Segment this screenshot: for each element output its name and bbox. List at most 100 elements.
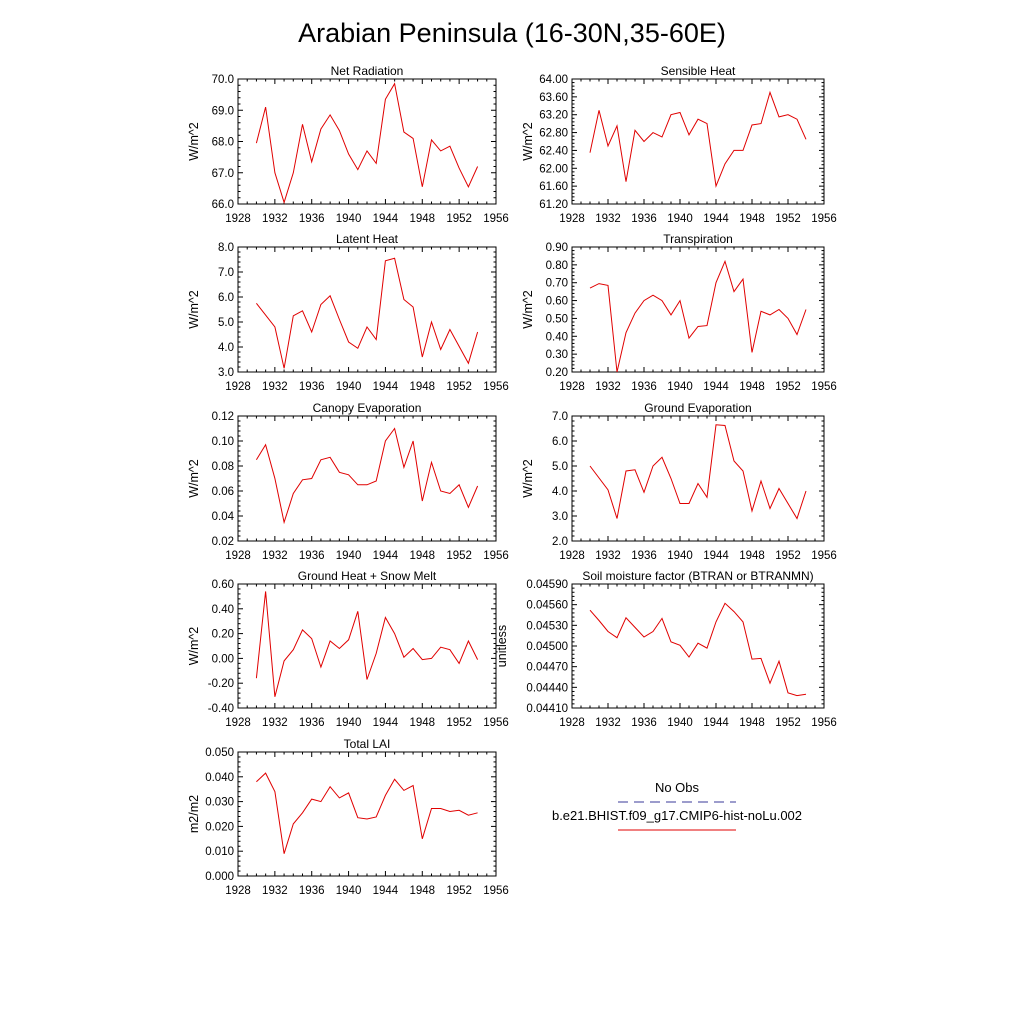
y-tick-label: 63.20 [539,110,568,122]
y-tick-label: 6.0 [218,292,234,304]
series-line [589,259,807,373]
panel-title: Soil moisture factor (BTRAN or BTRANMN) [582,569,813,583]
y-tick-label: 4.0 [552,486,568,498]
y-tick-label: 0.08 [212,461,234,473]
x-tick-label: 1952 [775,717,801,729]
series-line [255,591,479,697]
x-tick-label: 1952 [446,717,472,729]
legend-model-label: b.e21.BHIST.f09_g17.CMIP6-hist-noLu.002 [552,808,802,823]
x-tick-label: 1936 [299,213,325,225]
y-tick-label: 0.02 [212,536,234,548]
series-line [589,602,807,697]
y-tick-label: 0.010 [205,846,234,858]
y-tick-label: 0.00 [212,653,234,665]
x-tick-label: 1936 [631,550,657,562]
x-tick-label: 1928 [225,550,251,562]
y-tick-label: 8.0 [218,242,234,254]
x-tick-label: 1936 [299,381,325,393]
panel-title: Ground Heat + Snow Melt [298,569,437,583]
y-tick-label: 3.0 [218,367,234,379]
y-tick-label: 66.0 [212,199,234,211]
x-tick-label: 1952 [775,381,801,393]
x-tick-label: 1936 [299,550,325,562]
plot-frame [237,78,497,205]
series-line [589,424,807,520]
y-tick-label: 0.90 [546,242,568,254]
x-tick-label: 1952 [775,550,801,562]
x-tick-label: 1944 [373,885,399,897]
y-tick-label: 0.04440 [526,682,568,694]
plot-frame [237,415,497,542]
x-tick-label: 1948 [739,381,765,393]
series-line [255,427,479,525]
panel-title: Latent Heat [336,232,399,246]
x-tick-label: 1940 [667,381,693,393]
y-tick-label: 62.40 [539,145,568,157]
x-tick-label: 1952 [446,885,472,897]
x-tick-label: 1956 [483,885,509,897]
x-tick-label: 1948 [739,550,765,562]
y-tick-label: 7.0 [218,267,234,279]
y-tick-label: 0.04470 [526,662,568,674]
x-tick-label: 1940 [336,550,362,562]
y-tick-label: 0.20 [546,367,568,379]
y-tick-label: 0.04590 [526,579,568,591]
x-tick-label: 1928 [559,550,585,562]
x-tick-label: 1936 [631,717,657,729]
x-tick-label: 1944 [373,717,399,729]
panel-title: Sensible Heat [661,64,736,78]
series-line [256,257,479,369]
y-tick-label: 0.04530 [526,620,568,632]
x-tick-label: 1932 [595,381,621,393]
x-tick-label: 1928 [559,213,585,225]
x-tick-label: 1940 [667,550,693,562]
x-tick-label: 1944 [703,381,729,393]
x-tick-label: 1944 [373,550,399,562]
x-tick-label: 1940 [667,213,693,225]
x-tick-label: 1956 [811,213,837,225]
y-tick-label: 0.000 [205,871,234,883]
panel-7: Soil moisture factor (BTRAN or BTRANMN) 1… [495,569,837,729]
x-tick-label: 1944 [703,550,729,562]
panel-title: Canopy Evaporation [313,401,422,415]
x-tick-label: 1948 [739,717,765,729]
x-tick-label: 1940 [336,213,362,225]
y-axis-label: W/m^2 [187,122,201,161]
y-tick-label: 68.0 [212,137,234,149]
y-tick-label: 7.0 [552,411,568,423]
y-tick-label: 0.20 [212,629,234,641]
y-tick-label: 0.040 [205,772,234,784]
x-tick-label: 1936 [631,381,657,393]
panel-8: Total LAI 1928 1932 1936 1940 1944 1948 1952 195… [187,737,509,897]
x-tick-label: 1956 [811,717,837,729]
x-tick-label: 1956 [483,213,509,225]
x-tick-label: 1952 [446,381,472,393]
x-tick-label: 1956 [811,381,837,393]
x-tick-label: 1936 [299,717,325,729]
y-tick-label: 0.020 [205,821,234,833]
x-tick-label: 1940 [336,717,362,729]
figure-title: Arabian Peninsula (16-30N,35-60E) [298,18,726,48]
y-tick-label: 61.20 [539,199,568,211]
x-tick-label: 1928 [559,717,585,729]
y-tick-label: 64.00 [539,74,568,86]
y-tick-label: 0.04410 [526,703,568,715]
series-line [255,82,479,205]
legend: No Obs b.e21.BHIST.f09_g17.CMIP6-hist-no… [552,780,802,831]
panel-title: Total LAI [344,737,391,751]
panel-title: Transpiration [663,232,733,246]
y-axis-label: m2/m2 [187,795,201,833]
y-tick-label: 0.60 [546,296,568,308]
plot-frame [571,246,825,373]
plot-frame [571,415,825,542]
panel-1: Sensible Heat 1928 1932 1936 1940 1944 1948 195… [521,64,837,225]
x-tick-label: 1952 [446,213,472,225]
x-tick-label: 1948 [739,213,765,225]
x-tick-label: 1932 [262,717,288,729]
series-line [256,772,478,854]
x-tick-label: 1956 [811,550,837,562]
y-tick-label: 3.0 [552,511,568,523]
panel-title: Net Radiation [331,64,404,78]
x-tick-label: 1928 [225,381,251,393]
y-axis-label: W/m^2 [521,122,535,161]
